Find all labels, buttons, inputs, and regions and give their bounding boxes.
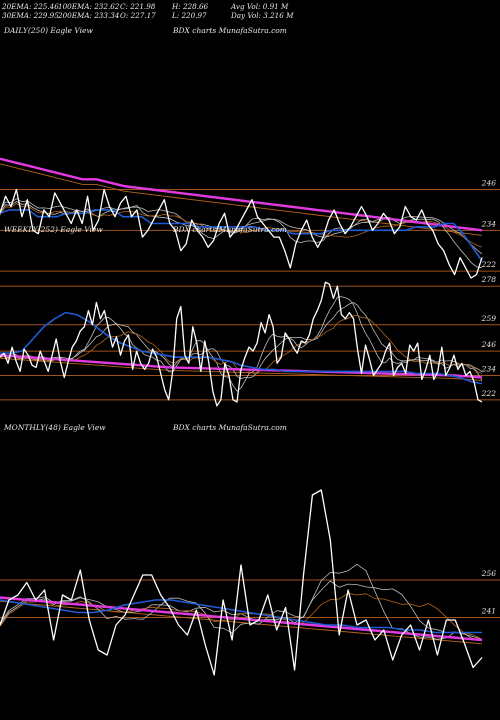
stat-close: C: 221.98: [120, 2, 156, 11]
series-ema-grey-1: [0, 563, 483, 641]
level-label: 246: [481, 340, 497, 349]
series-price: [0, 489, 483, 676]
series-ema-short: [0, 209, 483, 262]
stat-high: H: 228.66: [172, 2, 209, 11]
stat-low: L: 220.97: [172, 11, 207, 20]
chart-panel-3: MONTHLY(48) Eagle View BDX charts MunafaS…: [0, 423, 500, 676]
stat-day-vol: Day Vol: 3.216 M: [231, 11, 294, 20]
chart-title: MONTHLY(48) Eagle View: [3, 423, 106, 432]
level-label: 234: [481, 364, 497, 373]
level-label: 246: [481, 178, 497, 187]
chart-subtitle: BDX charts MunafaSutra.com: [172, 423, 287, 432]
series-ema-short: [0, 599, 482, 634]
series-ema-grey-1: [0, 201, 483, 269]
chart-panel-1: DAILY(250) Eagle View BDX charts MunafaSu…: [0, 26, 500, 279]
stat-20ema: 20EMA: 225.46: [2, 2, 59, 11]
level-label: 222: [481, 260, 497, 269]
level-label: 278: [481, 275, 497, 284]
chart-subtitle: BDX charts MunafaSutra.com: [172, 225, 287, 234]
series-price: [0, 188, 483, 279]
series-ema-brown-2: [0, 592, 483, 640]
level-label: 259: [481, 314, 497, 323]
stat-30ema: 30EMA: 229.95: [2, 11, 59, 20]
series-ema-long: [0, 596, 483, 642]
series-ema-grey-2: [0, 302, 483, 380]
stat-100ema: 100EMA: 232.62: [58, 2, 120, 11]
chart-title: WEEKLY(252) Eagle View: [4, 225, 103, 234]
chart-panel-2: WEEKLY(252) Eagle View BDX charts MunafaS…: [0, 225, 500, 407]
chart-title: DAILY(250) Eagle View: [3, 26, 93, 35]
series-ema-brown: [0, 163, 483, 236]
series-ema-short: [0, 311, 483, 385]
level-label: 241: [481, 607, 496, 616]
stat-open: O: 227.17: [120, 11, 156, 20]
level-label: 256: [481, 569, 497, 578]
chart-subtitle: BDX charts MunafaSutra.com: [172, 26, 287, 35]
series-ema-brown: [0, 600, 483, 645]
series-ema-grey-1: [0, 296, 483, 392]
level-label: 222: [481, 389, 497, 398]
level-label: 234: [481, 219, 497, 228]
stat-200ema: 200EMA: 233.34: [58, 11, 120, 20]
stat-avg-vol: Avg Vol: 0.91 M: [231, 2, 289, 11]
series-price: [0, 281, 483, 407]
